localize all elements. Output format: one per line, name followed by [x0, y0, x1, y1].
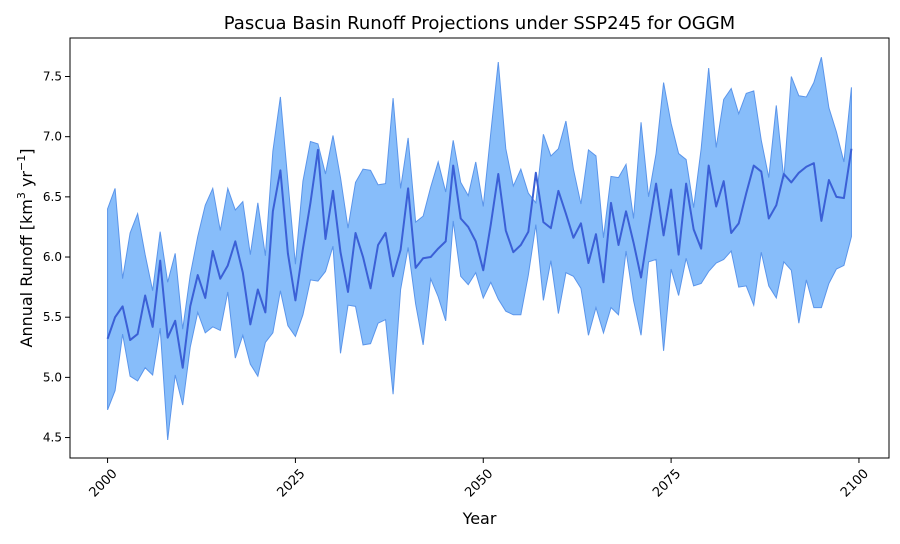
y-tick-label: 6.0 — [43, 250, 62, 264]
x-tick-label: 2100 — [838, 466, 872, 500]
chart-title: Pascua Basin Runoff Projections under SS… — [224, 13, 735, 34]
y-axis: 4.5 5.0 5.5 6.0 6.5 7.0 7.5 — [43, 70, 70, 445]
y-tick-label: 4.5 — [43, 431, 62, 445]
y-tick-label: 5.5 — [43, 310, 62, 324]
x-tick-label: 2025 — [274, 466, 308, 500]
y-tick-label: 7.0 — [43, 130, 62, 144]
y-axis-label-sup1: 3 — [15, 192, 28, 199]
x-tick-label: 2075 — [650, 466, 684, 500]
y-tick-label: 5.0 — [43, 370, 62, 384]
y-tick-label: 6.5 — [43, 190, 62, 204]
mean-runoff-line — [106, 148, 853, 369]
y-tick-label: 7.5 — [43, 70, 62, 84]
y-axis-label-sup2: −1 — [15, 155, 28, 171]
plot-area — [106, 57, 853, 441]
y-axis-label-end: ] — [17, 149, 36, 155]
y-axis-label-mid: yr — [17, 171, 36, 193]
x-tick-label: 2050 — [462, 466, 496, 500]
x-tick-label: 2000 — [87, 466, 121, 500]
x-axis-label: Year — [462, 509, 497, 528]
y-axis-label-main: Annual Runoff [km — [17, 199, 36, 347]
x-axis: 2000 2025 2050 2075 2100 — [87, 458, 872, 500]
plot-frame — [69, 37, 890, 459]
y-axis-label: Annual Runoff [km3 yr−1] — [15, 149, 36, 348]
uncertainty-band — [107, 57, 852, 441]
